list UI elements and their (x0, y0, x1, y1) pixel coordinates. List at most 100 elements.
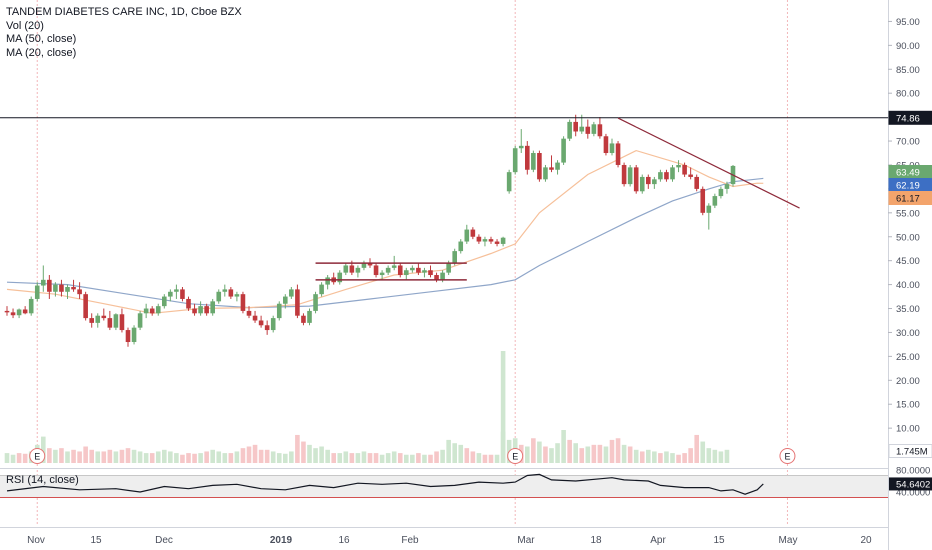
candle-body (603, 136, 609, 154)
volume-bar (373, 453, 379, 463)
volume-bar (537, 441, 542, 463)
candle (670, 164, 675, 182)
candle-body (670, 167, 675, 180)
price-tick-label: 15.00 (896, 400, 920, 411)
volume-bar (252, 444, 258, 463)
volume-bar (22, 453, 28, 463)
time-tick-label: Apr (650, 535, 666, 546)
volume-bar (168, 451, 173, 463)
candle (89, 313, 94, 328)
candle-body (416, 267, 421, 273)
candle (28, 296, 34, 316)
candle-body (276, 303, 282, 319)
candle-body (567, 121, 572, 139)
volume-bar (319, 446, 324, 463)
candle-body (59, 284, 64, 292)
price-tick-label: 10.00 (896, 424, 920, 435)
volume-bar (349, 453, 355, 463)
volume-bar (494, 454, 500, 463)
candle-body (149, 308, 155, 314)
candle (258, 315, 264, 328)
volume-bar (89, 449, 94, 463)
volume-bar (603, 446, 609, 463)
candle (639, 174, 645, 194)
candle-body (47, 279, 52, 292)
volume-bar (470, 451, 476, 463)
volume-bar (125, 448, 131, 463)
candle-body (246, 310, 252, 316)
time-tick-label: 2019 (270, 535, 293, 546)
candle-body (724, 184, 730, 189)
price-label-ma20: 61.17 (888, 191, 932, 205)
candle-body (633, 167, 639, 192)
candle (174, 284, 179, 299)
volume-bar (77, 451, 82, 463)
candle (10, 308, 16, 319)
candle-body (458, 241, 464, 252)
candle (531, 150, 536, 173)
volume-bar (410, 454, 415, 463)
volume-bar (313, 448, 318, 463)
candle-body (192, 308, 197, 314)
candle (59, 279, 64, 297)
volume-bar (155, 451, 161, 463)
candle (603, 133, 609, 156)
candle-body (658, 172, 663, 180)
candle-body (313, 294, 318, 311)
volume-bar (464, 448, 470, 463)
candle (434, 272, 439, 283)
volume-bar (591, 444, 597, 463)
candle-body (585, 126, 591, 134)
volume-bar (639, 451, 645, 463)
candle-body (718, 188, 724, 197)
candle-body (83, 294, 88, 319)
candle-body (621, 164, 627, 185)
candle-body (531, 153, 536, 170)
candle-body (476, 236, 482, 242)
volume-bar (119, 449, 125, 463)
candle-body (34, 285, 40, 299)
candle (113, 313, 119, 331)
candle (240, 291, 246, 314)
candle-body (137, 313, 143, 328)
candle (573, 114, 578, 137)
time-axis: Nov 15 Dec 2019 16 Feb Mar 18 Apr 15 May 20 (27, 535, 872, 546)
volume-bar (270, 451, 276, 463)
volume-bar (597, 444, 603, 463)
candle (464, 224, 470, 244)
time-tick-label: Feb (401, 535, 419, 546)
candle-body (676, 164, 681, 168)
candle-body (525, 145, 530, 170)
volume-bar (216, 451, 222, 463)
candle-body (379, 272, 385, 276)
candle-body (573, 121, 578, 132)
candle (4, 306, 10, 316)
volume-bar (149, 453, 155, 463)
volume-bar (71, 449, 76, 463)
price-label-volume: 1.745M (888, 444, 932, 458)
candle-body (555, 162, 560, 170)
price-tick-label: 50.00 (896, 232, 920, 243)
volume-bar (700, 441, 706, 463)
candle (101, 308, 107, 321)
candle (343, 263, 349, 276)
volume-bar (240, 448, 246, 463)
candle (676, 160, 681, 173)
candle (416, 263, 421, 276)
candle (664, 169, 669, 182)
volume-bar (264, 449, 270, 463)
price-label-text: 1.745M (896, 447, 928, 458)
volume-bar (694, 434, 699, 463)
candle-body (264, 325, 270, 331)
candle (561, 136, 566, 165)
candle (488, 236, 494, 244)
candle-body (337, 272, 343, 283)
candle (597, 117, 603, 139)
candle-body (204, 306, 209, 314)
candle (77, 282, 82, 299)
candle-body (283, 296, 288, 304)
candle-body (579, 126, 585, 132)
